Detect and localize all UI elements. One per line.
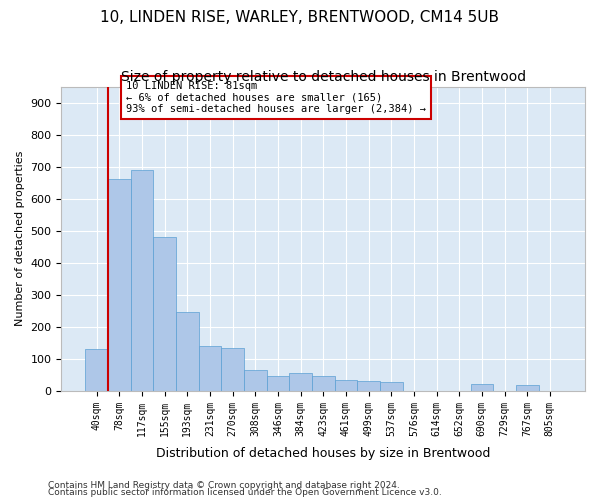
Bar [312,376,335,391]
Bar [335,380,357,391]
Text: 10 LINDEN RISE: 81sqm
← 6% of detached houses are smaller (165)
93% of semi-deta: 10 LINDEN RISE: 81sqm ← 6% of detached h… [126,81,426,114]
Bar [108,180,131,391]
Bar [516,384,539,391]
Text: Contains public sector information licensed under the Open Government Licence v3: Contains public sector information licen… [48,488,442,497]
Bar [221,348,244,391]
Y-axis label: Number of detached properties: Number of detached properties [15,151,25,326]
Bar [357,382,380,391]
Text: Contains HM Land Registry data © Crown copyright and database right 2024.: Contains HM Land Registry data © Crown c… [48,480,400,490]
Bar [131,170,153,391]
Bar [153,237,176,391]
Bar [380,382,403,391]
Bar [199,346,221,391]
Title: Size of property relative to detached houses in Brentwood: Size of property relative to detached ho… [121,70,526,84]
Bar [289,374,312,391]
Bar [176,312,199,391]
X-axis label: Distribution of detached houses by size in Brentwood: Distribution of detached houses by size … [156,447,490,460]
Bar [470,384,493,391]
Text: 10, LINDEN RISE, WARLEY, BRENTWOOD, CM14 5UB: 10, LINDEN RISE, WARLEY, BRENTWOOD, CM14… [101,10,499,25]
Bar [266,376,289,391]
Bar [244,370,266,391]
Bar [85,350,108,391]
